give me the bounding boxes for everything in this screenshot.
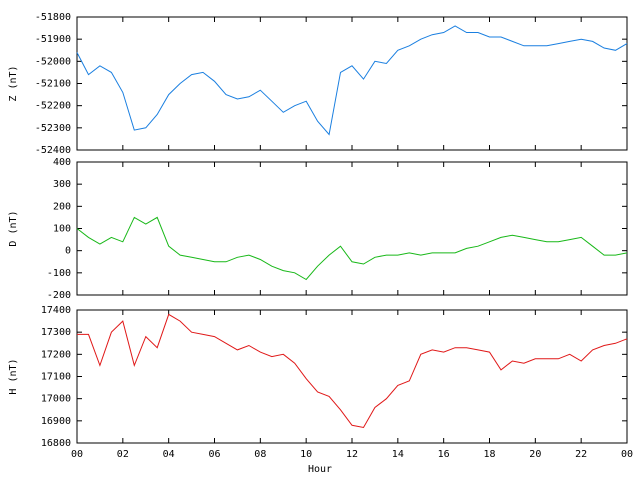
y-tick-label: -51900 — [35, 34, 71, 45]
y-tick-label: -100 — [47, 268, 71, 279]
y-tick-label: 300 — [53, 179, 71, 190]
y-tick-label: 400 — [53, 157, 71, 168]
x-tick-label: 20 — [529, 449, 541, 460]
y-tick-label: 200 — [53, 201, 71, 212]
y-tick-label: 17100 — [41, 372, 71, 383]
y-tick-label: 17200 — [41, 349, 71, 360]
x-tick-label: 16 — [438, 449, 450, 460]
y-axis-label: H (nT) — [8, 358, 19, 394]
x-tick-label: 18 — [483, 449, 495, 460]
data-line — [76, 216, 628, 281]
x-tick-label: 12 — [346, 449, 358, 460]
y-tick-label: 16800 — [41, 438, 71, 449]
y-tick-label: -200 — [47, 290, 71, 301]
y-axis-label: D (nT) — [8, 210, 19, 246]
y-tick-label: -52300 — [35, 123, 71, 134]
plot-frame — [76, 16, 628, 151]
x-tick-label: 22 — [575, 449, 587, 460]
y-tick-label: 16900 — [41, 416, 71, 427]
x-tick-label: 04 — [163, 449, 175, 460]
y-axis-label: Z (nT) — [8, 65, 19, 101]
x-tick-label: 14 — [392, 449, 404, 460]
y-tick-label: -52400 — [35, 145, 71, 156]
x-axis-label: Hour — [308, 464, 332, 475]
y-tick-label: -52200 — [35, 101, 71, 112]
plot-frame — [76, 309, 628, 444]
x-tick-label: 10 — [300, 449, 312, 460]
data-line — [77, 313, 628, 429]
y-tick-label: 17400 — [41, 305, 71, 316]
x-tick-label: 00 — [621, 449, 633, 460]
y-tick-label: 17000 — [41, 394, 71, 405]
x-tick-label: 00 — [71, 449, 83, 460]
y-tick-label: 0 — [65, 246, 71, 257]
plot-frame — [76, 161, 628, 296]
x-tick-label: 06 — [208, 449, 220, 460]
x-tick-label: 08 — [254, 449, 266, 460]
y-tick-label: -52100 — [35, 79, 71, 90]
y-tick-label: 17300 — [41, 327, 71, 338]
data-line — [76, 25, 628, 136]
x-tick-label: 02 — [117, 449, 129, 460]
y-tick-label: -52000 — [35, 56, 71, 67]
y-tick-label: 100 — [53, 224, 71, 235]
y-tick-label: -51800 — [35, 12, 71, 23]
